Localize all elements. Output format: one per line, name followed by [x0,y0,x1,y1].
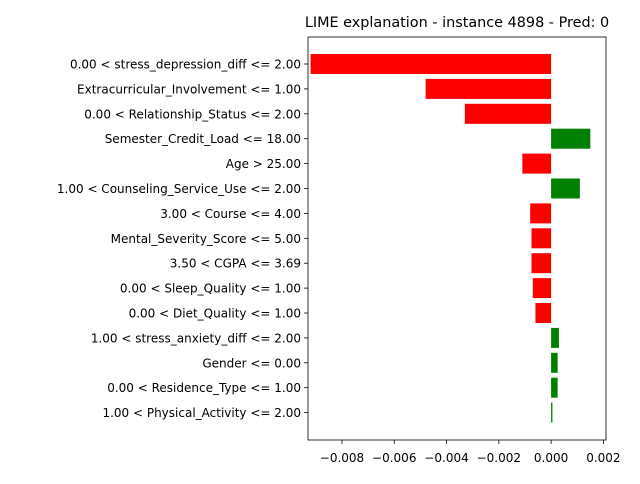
y-tick-label: Gender <= 0.00 [202,356,301,370]
y-tick-label: 3.00 < Course <= 4.00 [160,207,301,221]
x-tick-label: −0.008 [320,451,364,465]
y-tick-label: 0.00 < Residence_Type <= 1.00 [107,381,301,395]
y-tick-label: Age > 25.00 [226,157,301,171]
y-tick-label: Mental_Severity_Score <= 5.00 [111,232,301,246]
y-tick-label: 1.00 < Counseling_Service_Use <= 2.00 [57,182,301,196]
x-tick-label: 0.002 [586,451,620,465]
x-tick-label: −0.002 [477,451,521,465]
x-tick-label: −0.006 [372,451,416,465]
bar [532,278,552,299]
bar [425,78,552,99]
y-tick-label: 3.50 < CGPA <= 3.69 [170,257,301,271]
bar [551,128,591,149]
chart-title: LIME explanation - instance 4898 - Pred:… [305,15,609,31]
bar [464,103,552,124]
bar [551,352,558,373]
bar [522,153,552,174]
bar [551,178,580,199]
x-tick-label: 0.000 [534,451,568,465]
bar [551,327,559,348]
axes-layer: 0.00 < stress_depression_diff <= 2.00 Ext… [57,36,621,465]
bar [530,203,552,224]
bar [551,377,558,398]
bar [535,303,552,323]
y-tick-label: 0.00 < stress_depression_diff <= 2.00 [70,58,301,72]
y-tick-label: Semester_Credit_Load <= 18.00 [105,132,301,146]
bar [531,228,552,249]
bars-layer [310,54,591,423]
x-tick-label: −0.004 [424,451,468,465]
y-tick-label: 0.00 < Diet_Quality <= 1.00 [129,307,301,321]
bar [310,54,552,74]
y-tick-label: 1.00 < Physical_Activity <= 2.00 [102,406,301,420]
bar [531,253,552,274]
y-tick-label: 0.00 < Sleep_Quality <= 1.00 [120,282,301,296]
y-tick-label: 1.00 < stress_anxiety_diff <= 2.00 [91,331,301,345]
y-tick-label: Extracurricular_Involvement <= 1.00 [77,82,301,96]
bar [551,402,553,423]
y-tick-label: 0.00 < Relationship_Status <= 2.00 [84,107,301,121]
plot-frame [307,36,607,441]
